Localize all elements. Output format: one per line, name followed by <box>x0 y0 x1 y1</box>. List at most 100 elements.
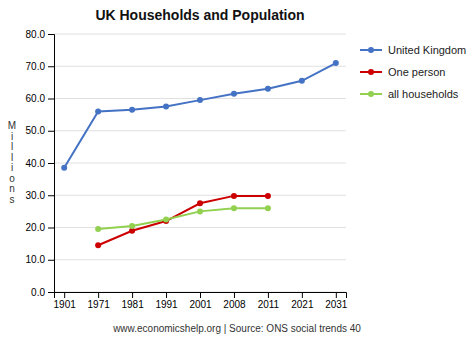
y-tick-label: 20.0 <box>26 222 46 233</box>
y-tick-mark <box>48 163 54 164</box>
point <box>265 86 271 92</box>
x-tick: 2001 <box>189 292 212 310</box>
x-tick-label: 2008 <box>223 299 246 310</box>
x-tick: 2011 <box>258 292 280 310</box>
x-tick-mark <box>268 292 269 298</box>
point <box>197 200 203 206</box>
point <box>95 242 101 248</box>
x-tick: 1971 <box>88 292 111 310</box>
y-tick-label: 70.0 <box>26 61 46 72</box>
legend-item: United Kingdom <box>360 44 466 56</box>
y-tick-mark <box>48 34 54 35</box>
y-tick: 50.0 <box>26 125 54 136</box>
legend-label: One person <box>388 66 445 78</box>
x-tick-label: 1981 <box>121 299 144 310</box>
y-tick-mark <box>48 292 54 293</box>
grid-line <box>54 66 346 67</box>
x-tick: 1981 <box>121 292 144 310</box>
point <box>95 108 101 114</box>
y-tick-label: 50.0 <box>26 125 46 136</box>
series-line <box>98 208 268 229</box>
series-points <box>95 193 271 248</box>
chart: 0.010.020.030.040.050.060.070.080.019011… <box>0 0 474 338</box>
x-tick: 2008 <box>223 292 246 310</box>
series-group <box>61 60 339 248</box>
grid-line <box>54 130 346 131</box>
point <box>61 165 67 171</box>
legend-marker <box>368 69 374 75</box>
plot: 0.010.020.030.040.050.060.070.080.019011… <box>26 29 348 310</box>
x-tick: 2031 <box>325 292 348 310</box>
y-tick-label: 80.0 <box>26 29 46 40</box>
y-tick-mark <box>48 260 54 261</box>
x-tick-mark <box>234 292 235 298</box>
y-axis-line <box>48 35 55 293</box>
point <box>197 97 203 103</box>
x-axis: 1901 1971 1981 1991 2001 2008 2011 2021 2031 <box>54 292 348 310</box>
series-points <box>95 205 271 232</box>
legend-label: all households <box>388 88 459 100</box>
point <box>163 104 169 110</box>
legend-marker <box>368 91 374 97</box>
x-axis-line <box>55 293 347 299</box>
y-tick: 30.0 <box>26 190 54 201</box>
legend: United Kingdom One person all households <box>360 44 466 100</box>
x-tick-label: 1991 <box>155 299 178 310</box>
x-tick-label: 2011 <box>258 299 280 310</box>
x-tick-label: 2031 <box>325 299 348 310</box>
y-tick-mark <box>48 195 54 196</box>
x-tick-mark <box>336 292 337 298</box>
y-axis-label: Millions <box>8 120 16 205</box>
y-tick-label: 10.0 <box>26 254 46 265</box>
x-tick: 2021 <box>291 292 314 310</box>
y-tick-label: 60.0 <box>26 93 46 104</box>
y-tick: 70.0 <box>26 61 54 72</box>
grid-line <box>54 259 346 260</box>
y-tick-mark <box>48 99 54 100</box>
grid-line <box>54 34 346 35</box>
legend-item: all households <box>360 88 459 100</box>
y-tick: 0.0 <box>31 287 54 298</box>
annotation: www.economicshelp.org | Source: ONS soci… <box>112 323 361 334</box>
point <box>129 107 135 113</box>
x-tick-label: 1901 <box>54 299 77 310</box>
grid-line <box>54 163 346 164</box>
point <box>231 91 237 97</box>
grid-line <box>54 195 346 196</box>
legend-label: United Kingdom <box>388 44 466 56</box>
y-tick-label: 30.0 <box>26 190 46 201</box>
title: UK Households and Population <box>95 7 304 23</box>
point <box>95 226 101 232</box>
point <box>231 205 237 211</box>
x-tick: 1991 <box>155 292 178 310</box>
y-tick-label: 40.0 <box>26 158 46 169</box>
x-tick-label: 1971 <box>88 299 111 310</box>
point <box>197 208 203 214</box>
x-tick-label: 2021 <box>291 299 314 310</box>
y-tick: 60.0 <box>26 93 54 104</box>
point <box>265 193 271 199</box>
legend-marker <box>368 47 374 53</box>
point <box>333 60 339 66</box>
y-tick-mark <box>48 66 54 67</box>
grid <box>54 34 346 292</box>
y-tick-mark <box>48 228 54 229</box>
point <box>265 205 271 211</box>
y-tick: 80.0 <box>26 29 54 40</box>
x-tick-label: 2001 <box>189 299 212 310</box>
x-tick: 1901 <box>54 292 77 310</box>
point <box>299 78 305 84</box>
y-tick-mark <box>48 131 54 132</box>
series-line <box>64 63 336 168</box>
point <box>163 216 169 222</box>
x-tick-mark <box>302 292 303 298</box>
x-tick-mark <box>64 292 65 298</box>
series-line <box>98 196 268 245</box>
x-tick-mark <box>166 292 167 298</box>
x-tick-mark <box>132 292 133 298</box>
y-tick-label: 0.0 <box>31 287 45 298</box>
point <box>129 223 135 229</box>
y-axis: 0.0 10.0 20.0 30.0 40.0 50.0 60.0 70.0 80.0 <box>26 29 55 298</box>
y-tick: 20.0 <box>26 222 54 233</box>
legend-item: One person <box>360 66 445 78</box>
